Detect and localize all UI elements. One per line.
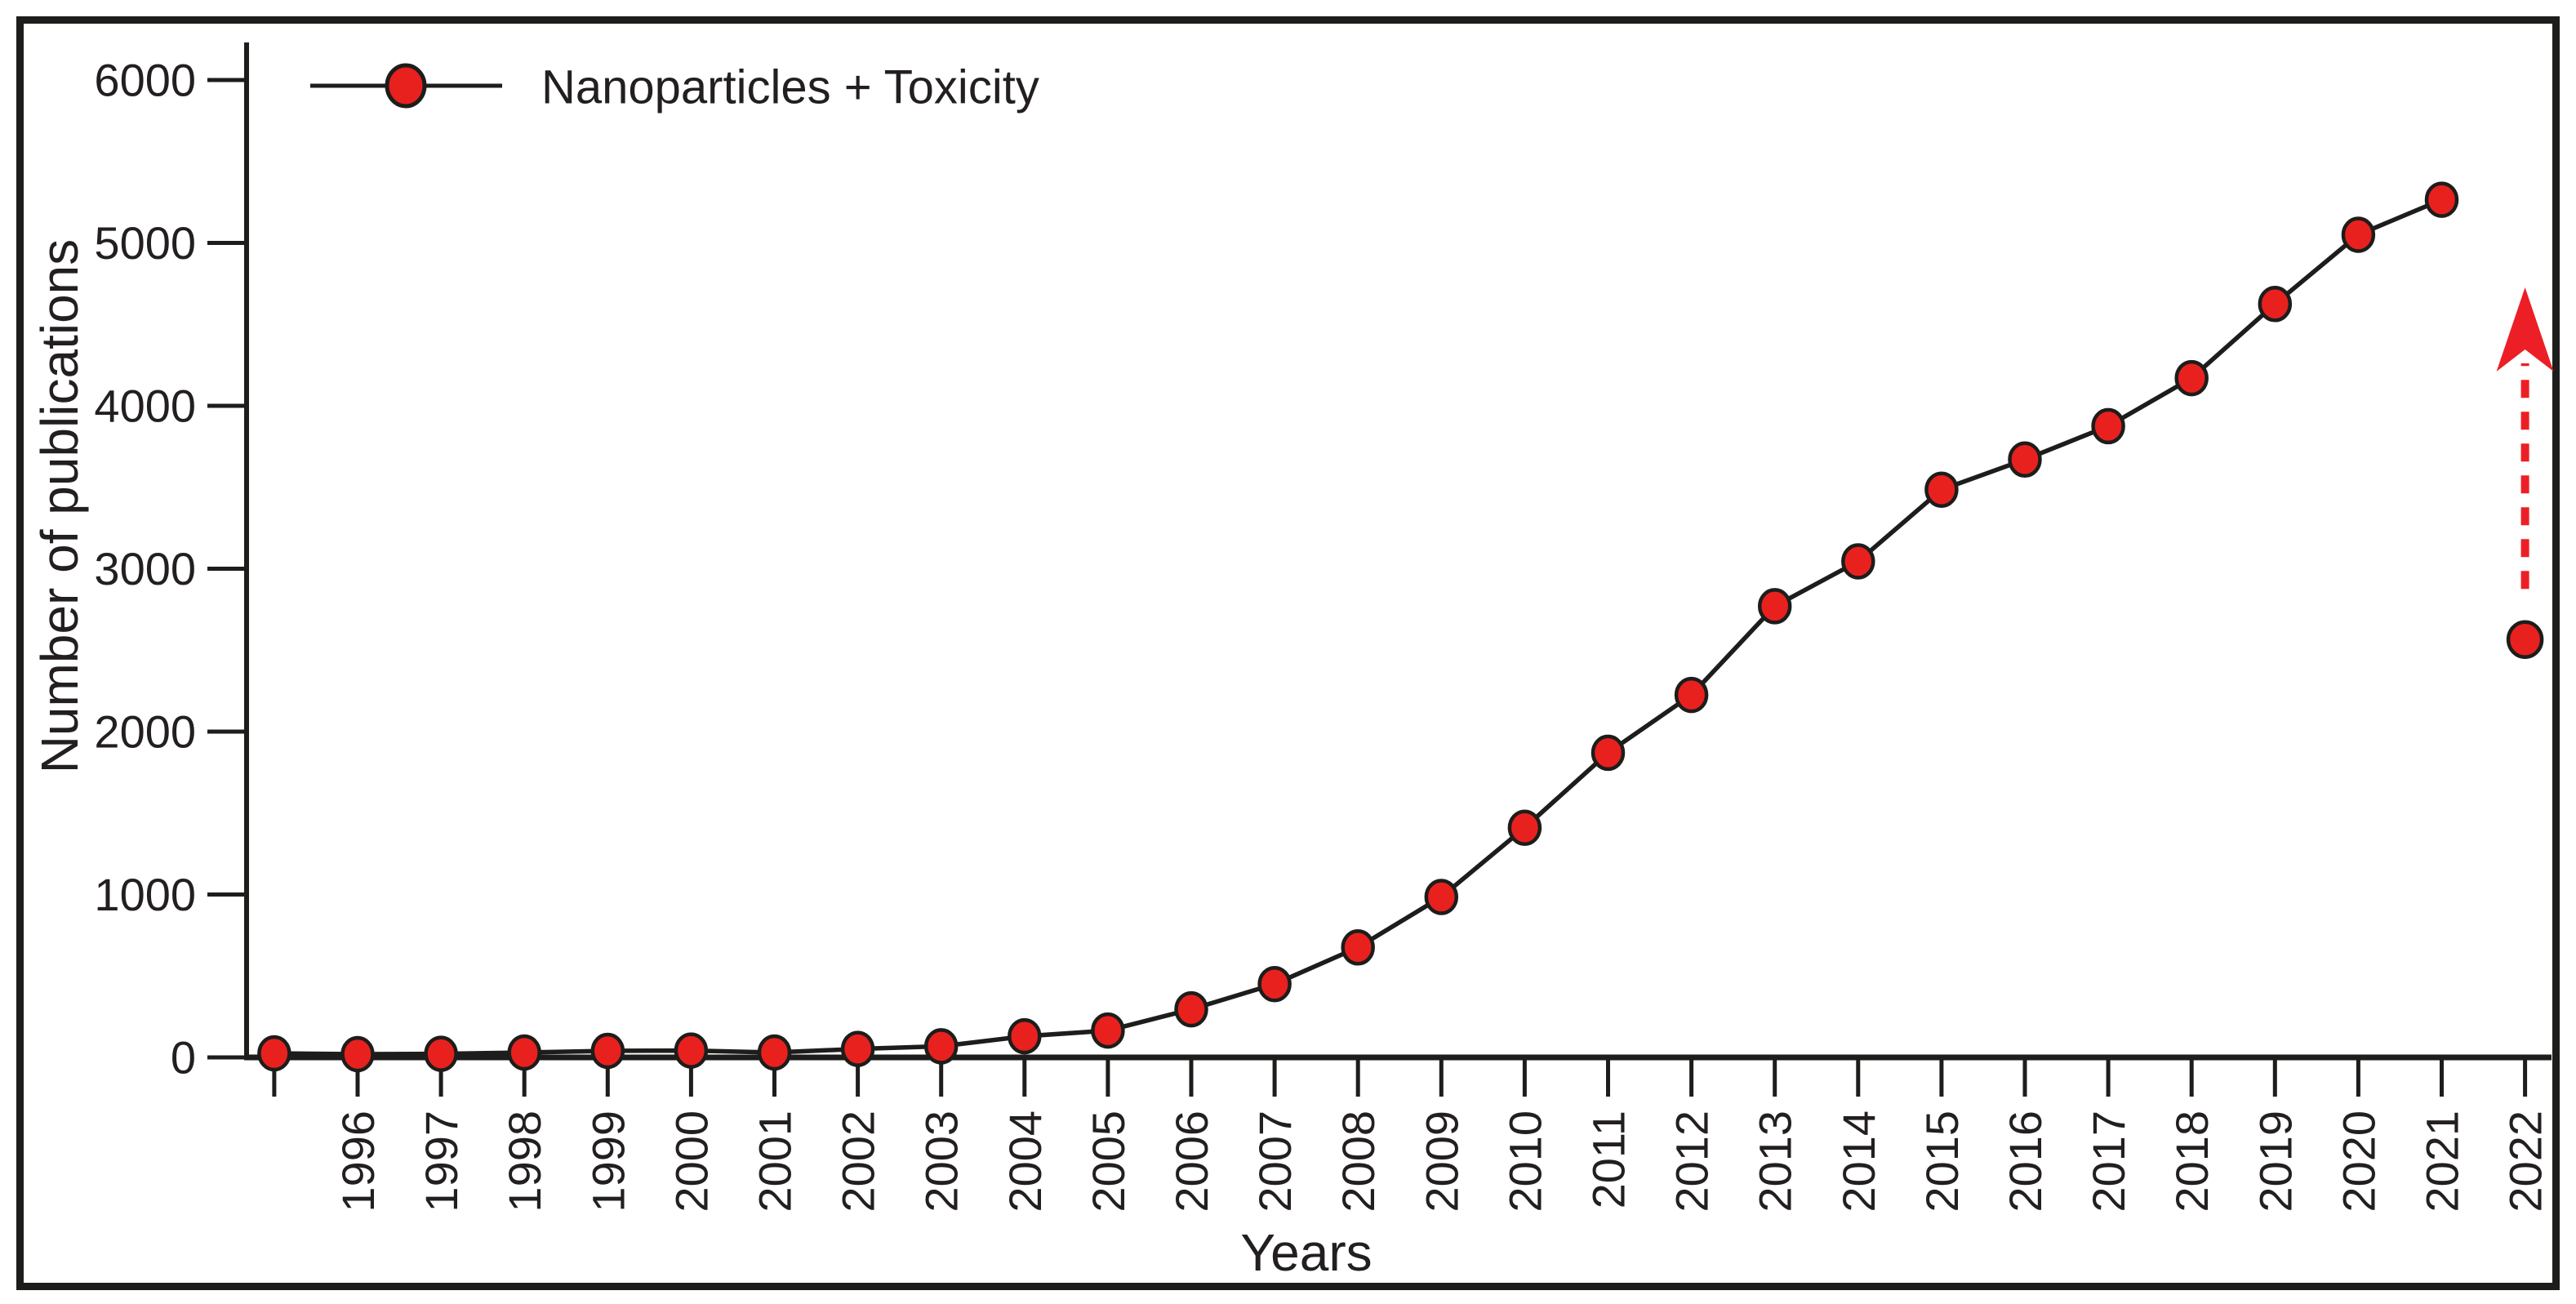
axes <box>244 42 2552 1061</box>
x-tick-label: 2010 <box>1499 1110 1550 1213</box>
x-tick-label: 2009 <box>1416 1110 1467 1213</box>
data-point <box>1008 1017 1042 1055</box>
data-point <box>340 1035 375 1073</box>
data-point <box>2091 407 2125 445</box>
x-tick-label: 1999 <box>582 1110 634 1213</box>
data-point <box>2424 181 2459 218</box>
x-tick-label: 2003 <box>916 1110 968 1213</box>
y-axis-title: Number of publications <box>30 239 89 774</box>
x-tick-label: 1996 <box>332 1110 384 1213</box>
data-point <box>1174 990 1208 1028</box>
data-point <box>1591 734 1626 772</box>
legend: Nanoparticles + Toxicity <box>310 61 1039 114</box>
x-tick-label: 1997 <box>416 1110 467 1213</box>
data-point <box>1341 929 1375 966</box>
x-tick-label: 2017 <box>2083 1110 2134 1213</box>
data-point <box>1757 588 1792 625</box>
data-point <box>2258 286 2293 323</box>
x-tick-label: 2014 <box>1833 1110 1884 1213</box>
x-tick-label: 2008 <box>1332 1110 1384 1213</box>
y-tick-label: 0 <box>171 1032 196 1084</box>
y-tick-label: 1000 <box>94 869 196 920</box>
data-point <box>2341 216 2376 253</box>
x-tick-label: 2000 <box>665 1110 717 1213</box>
year-2022-annotation <box>2496 287 2554 660</box>
y-tick-label: 4000 <box>94 381 196 432</box>
data-point <box>424 1035 458 1072</box>
data-point <box>1507 809 1542 846</box>
data-point <box>674 1032 709 1069</box>
data-point <box>1674 676 1709 714</box>
data-point <box>1841 543 1875 580</box>
x-tick-label: 2022 <box>2500 1110 2552 1213</box>
data-point-2022 <box>2506 620 2544 660</box>
x-tick-label: 2002 <box>833 1110 884 1213</box>
series-nanoparticles-toxicity <box>257 181 2459 1073</box>
x-tick-label: 2006 <box>1166 1110 1217 1213</box>
y-tick-label: 3000 <box>94 543 196 594</box>
data-point <box>1091 1012 1125 1049</box>
x-tick-label: 2013 <box>1750 1110 1801 1213</box>
x-tick-label: 2015 <box>1916 1110 1968 1213</box>
x-axis-ticks: 1996 1997 1998 1999 2000 2001 2002 2003 2004 2005… <box>272 1057 2552 1213</box>
data-point <box>1424 879 1459 915</box>
data-point <box>2008 441 2042 478</box>
y-tick-label: 2000 <box>94 706 196 758</box>
y-tick-label: 6000 <box>94 55 196 106</box>
x-tick-label: 2004 <box>999 1110 1051 1213</box>
x-tick-label: 2021 <box>2417 1110 2468 1213</box>
figure-border <box>16 16 2560 1290</box>
y-tick-label: 5000 <box>94 217 196 269</box>
x-tick-label: 2016 <box>2000 1110 2051 1213</box>
data-point <box>923 1028 959 1065</box>
x-tick-label: 2011 <box>1583 1110 1635 1208</box>
x-tick-label: 2012 <box>1666 1110 1718 1213</box>
x-tick-label: 2019 <box>2249 1110 2301 1213</box>
data-point <box>840 1030 875 1067</box>
series-line <box>274 198 2443 1057</box>
legend-marker-icon <box>385 63 427 109</box>
data-point <box>257 1035 291 1072</box>
data-point <box>1924 471 1959 508</box>
x-tick-label: 2018 <box>2166 1110 2218 1213</box>
data-point <box>2174 359 2209 397</box>
data-point <box>590 1032 625 1070</box>
data-point <box>757 1034 792 1071</box>
y-axis-ticks: 0 1000 2000 3000 4000 5000 6000 <box>94 55 247 1084</box>
x-tick-label: 2020 <box>2333 1110 2384 1213</box>
x-tick-label: 2007 <box>1249 1110 1301 1213</box>
x-tick-label: 2001 <box>750 1110 801 1213</box>
legend-label: Nanoparticles + Toxicity <box>541 61 1039 114</box>
upward-trend-arrowhead-icon <box>2496 287 2554 372</box>
data-point <box>507 1034 541 1071</box>
x-tick-label: 1998 <box>499 1110 550 1213</box>
x-tick-label: 2005 <box>1083 1110 1134 1213</box>
data-point <box>1257 965 1292 1003</box>
x-axis-title: Years <box>1240 1223 1372 1282</box>
